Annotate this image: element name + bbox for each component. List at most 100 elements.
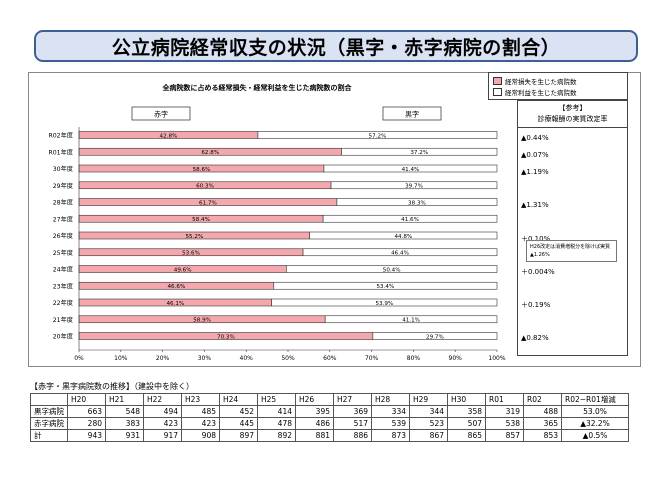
revision-rate: ▲0.07%	[521, 151, 549, 159]
table-header-cell: H28	[371, 393, 410, 406]
table-cell: 886	[333, 429, 372, 442]
table-cell: 452	[219, 405, 258, 418]
table-cell: 873	[371, 429, 410, 442]
row-label: 赤字病院	[30, 417, 68, 430]
revision-rate: ＋0.004%	[521, 268, 555, 276]
legend-label-loss: 経常損失を生じた病院数	[505, 77, 577, 86]
bar-profit	[336, 198, 498, 206]
table-cell: 334	[371, 405, 410, 418]
legend-item-profit: 経常利益を生じた病院数	[493, 86, 623, 97]
x-tick-label: 70%	[365, 355, 379, 362]
bar-profit-label: 50.4%	[383, 267, 401, 273]
table-cell: 344	[409, 405, 448, 418]
table-cell: 395	[295, 405, 334, 418]
table-cell: 857	[485, 429, 524, 442]
revision-rate: ▲0.44%	[521, 134, 549, 142]
revision-rate: ▲1.31%	[521, 201, 549, 209]
table-cell: 319	[485, 405, 524, 418]
bar-profit	[309, 231, 498, 240]
bar-loss-label: 61.7%	[199, 200, 217, 206]
legend-swatch-loss	[493, 76, 502, 85]
reference-title: 【参考】	[558, 104, 587, 112]
bar-loss-label: 46.1%	[166, 301, 184, 307]
right-header-box	[382, 106, 442, 121]
bar-profit-label: 41.1%	[402, 318, 420, 324]
table-cell: 538	[485, 417, 524, 430]
table-cell: 280	[67, 417, 106, 430]
table-cell: 423	[143, 417, 182, 430]
bar-profit	[271, 298, 498, 307]
category-label: 23年度	[53, 282, 73, 290]
reference-column	[517, 128, 628, 356]
category-label: R01年度	[48, 148, 73, 156]
x-tick-label: 50%	[281, 355, 295, 362]
table-header-cell: H21	[105, 393, 144, 406]
category-label: 28年度	[53, 199, 73, 207]
table-cell: 383	[105, 417, 144, 430]
table-cell: 523	[409, 417, 448, 430]
bar-profit	[302, 248, 498, 257]
table-header-cell: H29	[409, 393, 448, 406]
revision-rate: ＋0.19%	[521, 301, 551, 309]
category-label: 22年度	[53, 299, 73, 307]
bar-profit-label: 37.2%	[410, 150, 428, 156]
table-header-cell: H20	[67, 393, 106, 406]
bar-profit-label: 41.6%	[401, 217, 419, 223]
table-row: 計 943 931 917 908 897 892 881 886 873 86…	[30, 429, 629, 442]
category-label: 24年度	[53, 266, 73, 274]
table-header-cell: H27	[333, 393, 372, 406]
bar-profit	[330, 181, 498, 190]
bar-profit-label: 46.4%	[391, 251, 409, 257]
left-header: 赤字	[154, 110, 168, 119]
table-header-cell: H30	[447, 393, 486, 406]
reference-header: 【参考】 診療報酬の実質改定率	[517, 100, 628, 128]
reference-subtitle: 診療報酬の実質改定率	[537, 115, 608, 123]
table-cell: 663	[67, 405, 106, 418]
table-cell: 517	[333, 417, 372, 430]
category-label: 25年度	[53, 249, 73, 257]
page-title: 公立病院経常収支の状況（黒字・赤字病院の割合）	[111, 36, 561, 59]
bar-profit-label: 53.9%	[375, 301, 393, 307]
bar-loss-label: 58.6%	[193, 167, 211, 173]
bar-profit	[257, 131, 498, 139]
table-cell: 908	[181, 429, 220, 442]
table-cell: 423	[181, 417, 220, 430]
right-header: 黒字	[405, 110, 419, 119]
legend-item-loss: 経常損失を生じた病院数	[493, 75, 623, 86]
bar-profit-label: 38.3%	[408, 200, 426, 206]
revision-rate: ＋0.10%	[521, 235, 551, 243]
table-header-cell: R01	[485, 393, 524, 406]
x-tick-label: 30%	[198, 355, 212, 362]
table-cell: 358	[447, 405, 486, 418]
table-cell: 486	[295, 417, 334, 430]
x-tick-label: 80%	[407, 355, 421, 362]
category-label: 26年度	[53, 232, 73, 240]
x-tick-label: 60%	[323, 355, 337, 362]
table-header-row: H20 H21 H22 H23 H24 H25 H26 H27 H28 H29 …	[30, 393, 629, 406]
revision-rate: ▲1.19%	[521, 168, 549, 176]
bar-profit	[322, 214, 498, 223]
table-cell: 485	[181, 405, 220, 418]
bar-loss-label: 70.3%	[217, 334, 235, 340]
x-tick-label: 20%	[156, 355, 170, 362]
bar-loss-label: 46.6%	[168, 284, 186, 290]
category-label: 21年度	[53, 316, 73, 324]
table-cell: 365	[523, 417, 562, 430]
table-cell: 507	[447, 417, 486, 430]
table-header-cell: H23	[181, 393, 220, 406]
table-header-cell: H22	[143, 393, 182, 406]
table-cell: 892	[257, 429, 296, 442]
table-header-cell: H26	[295, 393, 334, 406]
x-tick-label: 40%	[240, 355, 254, 362]
table-cell: 478	[257, 417, 296, 430]
left-header-box	[131, 106, 191, 121]
bar-profit	[324, 315, 498, 324]
bar-profit-label: 53.4%	[377, 284, 395, 290]
bar-profit-label: 39.7%	[405, 184, 423, 190]
table-cell: 539	[371, 417, 410, 430]
table-cell: 488	[523, 405, 562, 418]
table-cell: 943	[67, 429, 106, 442]
category-label: R02年度	[48, 132, 73, 140]
legend-label-profit: 経常利益を生じた病院数	[505, 88, 577, 97]
bar-profit-label: 29.7%	[426, 334, 444, 340]
